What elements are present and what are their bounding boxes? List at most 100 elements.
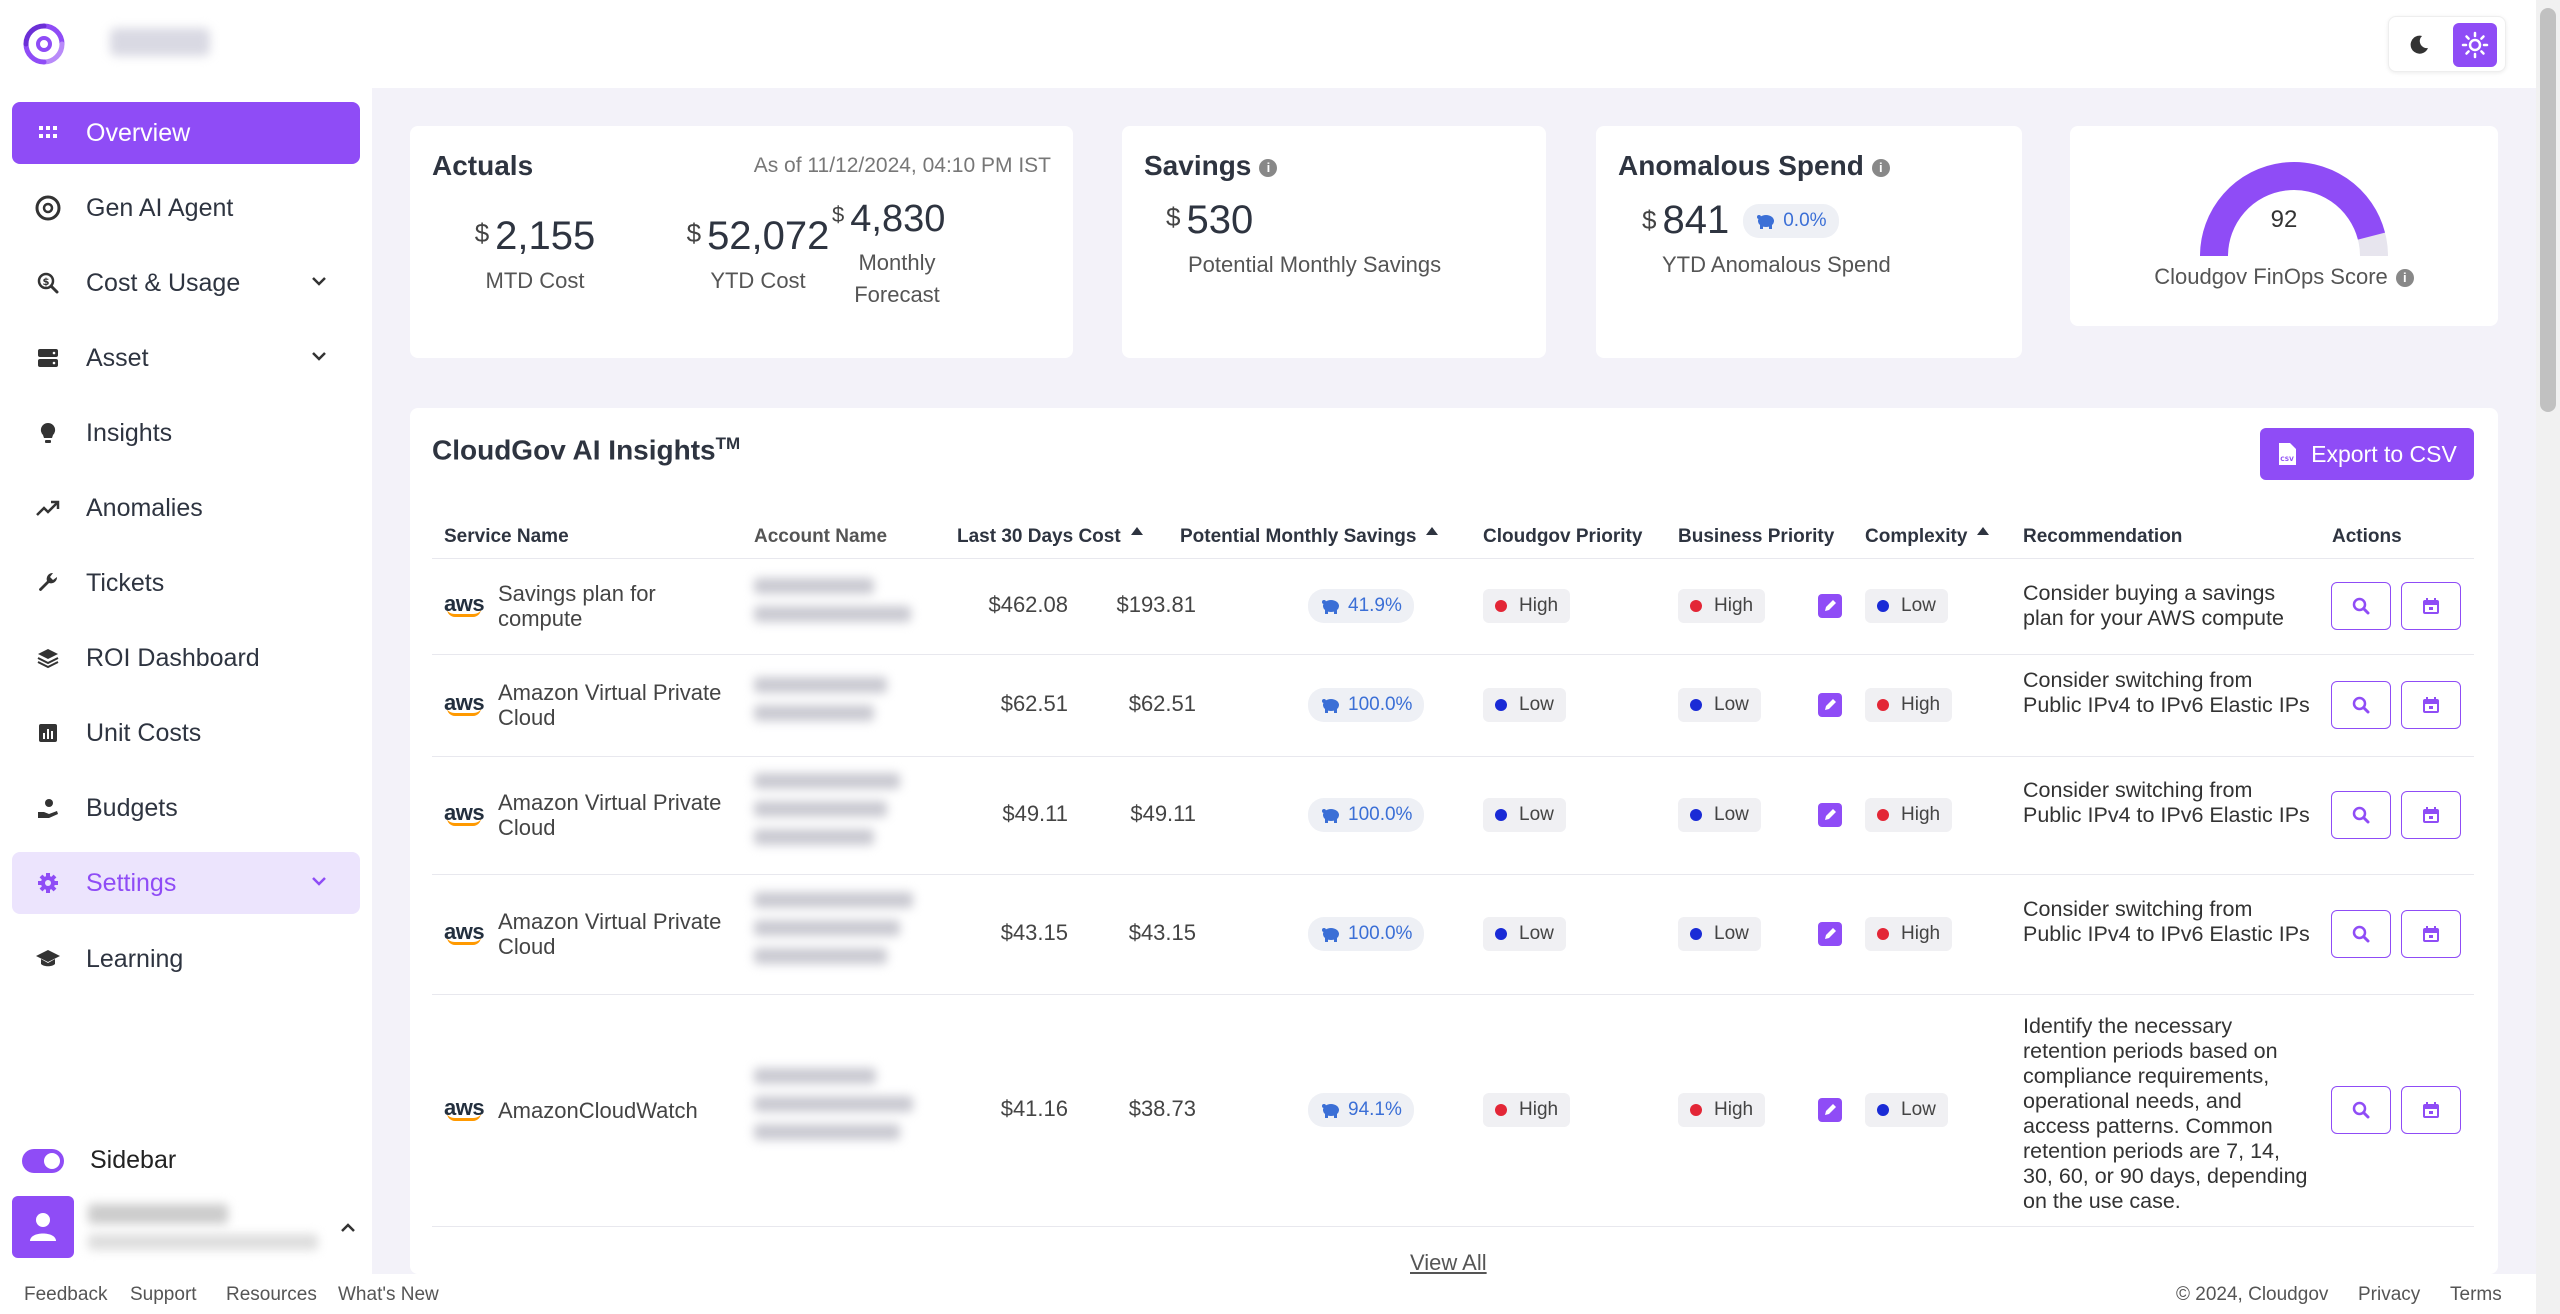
business-priority-badge[interactable]: High	[1678, 589, 1766, 623]
footer-privacy-link[interactable]: Privacy	[2358, 1284, 2421, 1305]
footer-support-link[interactable]: Support	[130, 1284, 197, 1305]
priority-dot	[1495, 809, 1507, 821]
schedule-button[interactable]	[2401, 791, 2461, 839]
svg-text:$: $	[43, 277, 50, 288]
aws-logo-icon: aws	[444, 800, 485, 826]
sidebar-item-unit-costs[interactable]: Unit Costs	[12, 702, 360, 764]
complexity-dot	[1877, 600, 1889, 612]
anomalous-title-text: Anomalous Spend	[1618, 150, 1864, 181]
savings-pct: 100.0%	[1348, 923, 1413, 944]
schedule-button[interactable]	[2401, 582, 2461, 630]
sidebar-item-overview[interactable]: Overview	[12, 102, 360, 164]
dark-mode-button[interactable]	[2397, 23, 2441, 67]
trademark-sup: TM	[715, 434, 741, 453]
complexity-badge: High	[1865, 917, 1953, 951]
export-csv-button[interactable]: CSV Export to CSV	[2260, 428, 2474, 480]
sidebar-item-learning[interactable]: Learning	[12, 928, 360, 990]
col-header-savings[interactable]: Potential Monthly Savings	[1180, 526, 1439, 548]
service-cell[interactable]: aws Amazon Virtual Private Cloud	[444, 679, 734, 731]
sort-asc-icon[interactable]	[1977, 526, 1990, 535]
sun-icon	[2461, 31, 2489, 59]
info-icon[interactable]: i	[1259, 158, 1278, 177]
sidebar-item-roi-dashboard[interactable]: ROI Dashboard	[12, 627, 360, 689]
view-details-button[interactable]	[2331, 910, 2391, 958]
service-name: Amazon Virtual Private Cloud	[498, 909, 722, 959]
schedule-button[interactable]	[2401, 910, 2461, 958]
page-scrollbar[interactable]	[2536, 0, 2560, 1314]
view-details-button[interactable]	[2331, 582, 2391, 630]
col-header-complexity[interactable]: Complexity	[1865, 526, 1990, 548]
edit-priority-button[interactable]	[1818, 1098, 1842, 1122]
edit-priority-button[interactable]	[1818, 803, 1842, 827]
business-priority: Low	[1714, 694, 1749, 715]
priority-dot	[1690, 1104, 1702, 1116]
sidebar-item-insights[interactable]: Insights	[12, 402, 360, 464]
footer-whats-new-link[interactable]: What's New	[338, 1284, 439, 1305]
search-icon	[2352, 696, 2370, 714]
service-cell[interactable]: aws AmazonCloudWatch	[444, 1084, 734, 1136]
complexity-badge: High	[1865, 688, 1953, 722]
savings-pct: 100.0%	[1348, 804, 1413, 825]
sidebar-item-tickets[interactable]: Tickets	[12, 552, 360, 614]
col-header-cloudgov-priority[interactable]: Cloudgov Priority	[1483, 526, 1643, 547]
schedule-button[interactable]	[2401, 1086, 2461, 1134]
footer-terms-link[interactable]: Terms	[2450, 1284, 2502, 1305]
piggy-bank-icon	[1322, 928, 1339, 942]
business-priority-badge[interactable]: Low	[1678, 798, 1761, 832]
sidebar-toggle[interactable]: Sidebar	[22, 1146, 176, 1175]
row-divider	[432, 994, 2474, 995]
edit-priority-button[interactable]	[1818, 922, 1842, 946]
edit-priority-button[interactable]	[1818, 594, 1842, 618]
col-header-complexity-text: Complexity	[1865, 526, 1968, 547]
user-email-redacted	[88, 1234, 318, 1250]
sidebar-item-label: Settings	[86, 868, 177, 897]
view-all-link[interactable]: View All	[1410, 1250, 1487, 1275]
schedule-button[interactable]	[2401, 681, 2461, 729]
col-header-cost[interactable]: Last 30 Days Cost	[957, 526, 1143, 548]
search-dollar-icon: $	[34, 269, 62, 297]
business-priority-badge[interactable]: High	[1678, 1093, 1766, 1127]
user-profile[interactable]	[12, 1196, 360, 1262]
savings-card: Savings i $530 Potential Monthly Savings	[1122, 126, 1546, 358]
scrollbar-thumb[interactable]	[2540, 8, 2556, 412]
view-details-button[interactable]	[2331, 1086, 2391, 1134]
service-cell[interactable]: aws Amazon Virtual Private Cloud	[444, 908, 734, 960]
info-icon[interactable]: i	[1871, 158, 1890, 177]
sort-asc-icon[interactable]	[1426, 526, 1439, 535]
sidebar-switch[interactable]	[22, 1148, 64, 1173]
light-mode-button[interactable]	[2453, 23, 2497, 67]
service-cell[interactable]: aws Savings plan for compute	[444, 580, 734, 632]
account-name-redacted	[754, 773, 914, 857]
sidebar-item-budgets[interactable]: Budgets	[12, 777, 360, 839]
sidebar-item-cost-usage[interactable]: $ Cost & Usage	[12, 252, 360, 314]
edit-priority-button[interactable]	[1818, 693, 1842, 717]
service-cell[interactable]: aws Amazon Virtual Private Cloud	[444, 789, 734, 841]
calendar-icon	[2423, 807, 2439, 823]
cloudgov-priority: High	[1519, 1099, 1559, 1120]
potential-savings: $38.73	[1128, 1096, 1196, 1121]
footer-resources-link[interactable]: Resources	[226, 1284, 317, 1305]
info-icon[interactable]: i	[2395, 269, 2414, 288]
col-header-service[interactable]: Service Name	[444, 526, 569, 547]
col-header-account[interactable]: Account Name	[754, 526, 888, 547]
cloudgov-logo[interactable]	[20, 20, 68, 68]
business-priority-badge[interactable]: Low	[1678, 688, 1761, 722]
sidebar-item-settings[interactable]: Settings	[12, 852, 360, 914]
chevron-up-icon[interactable]	[338, 1218, 358, 1238]
footer-feedback-link[interactable]: Feedback	[24, 1284, 108, 1305]
view-details-button[interactable]	[2331, 791, 2391, 839]
sidebar-item-asset[interactable]: Asset	[12, 327, 360, 389]
sidebar-item-anomalies[interactable]: Anomalies	[12, 477, 360, 539]
theme-switcher	[2388, 16, 2506, 72]
sort-asc-icon[interactable]	[1130, 526, 1143, 535]
grid-icon	[34, 119, 62, 147]
sidebar-item-label: Learning	[86, 944, 184, 973]
complexity: High	[1901, 923, 1941, 944]
col-header-recommendation[interactable]: Recommendation	[2023, 526, 2183, 547]
col-header-business-priority[interactable]: Business Priority	[1678, 526, 1835, 547]
view-details-button[interactable]	[2331, 681, 2391, 729]
service-name: Amazon Virtual Private Cloud	[498, 680, 722, 730]
business-priority-badge[interactable]: Low	[1678, 917, 1761, 951]
last-30-days-cost: $49.11	[1002, 801, 1068, 826]
sidebar-item-gen-ai-agent[interactable]: Gen AI Agent	[12, 177, 360, 239]
